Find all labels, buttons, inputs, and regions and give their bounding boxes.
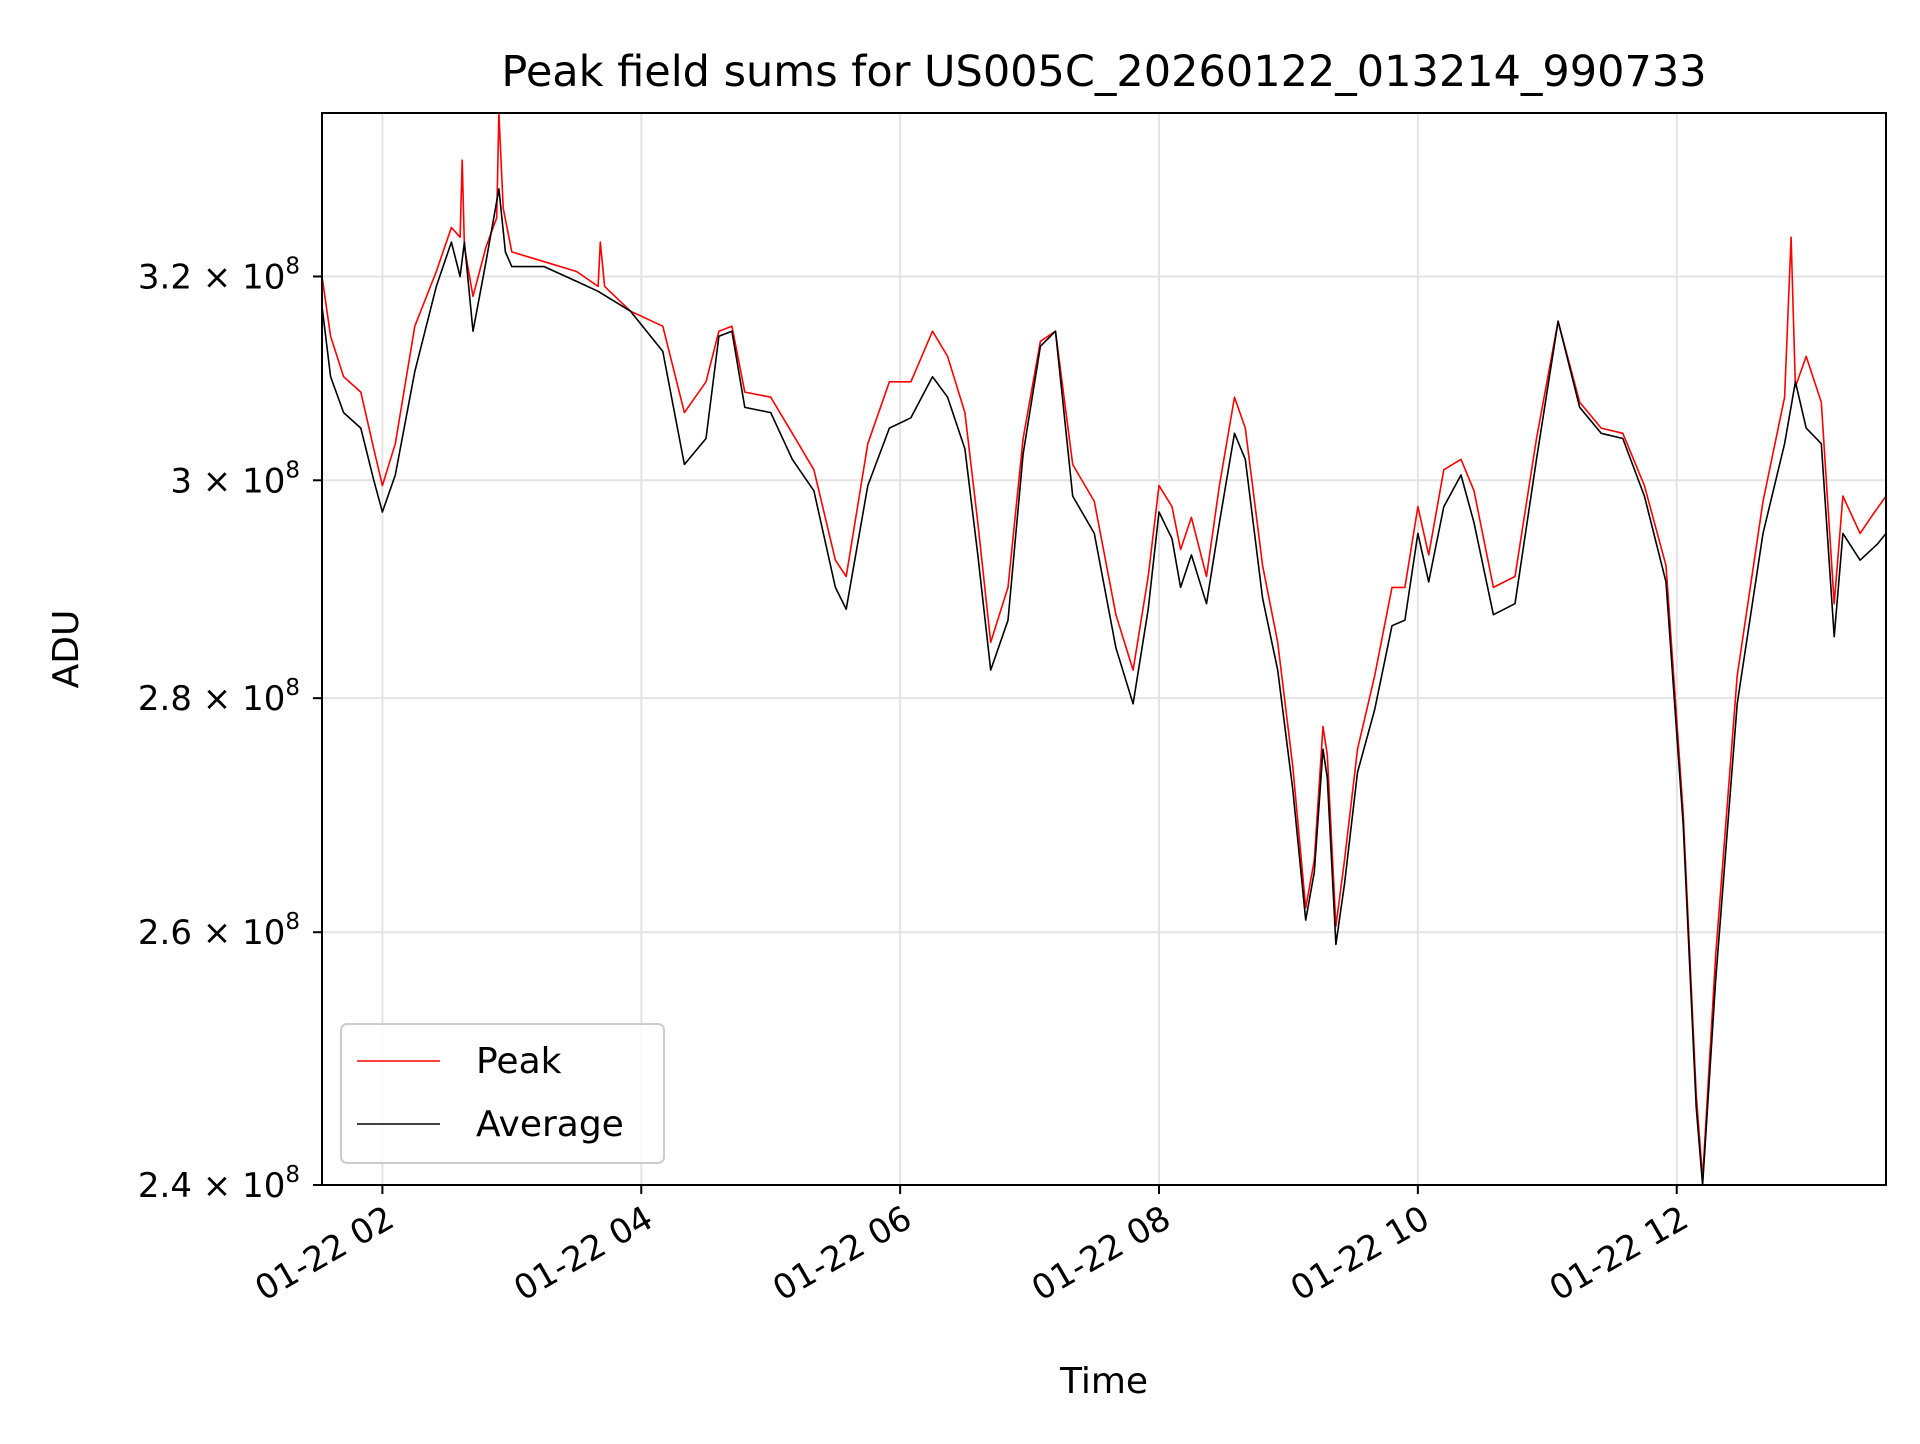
chart-title: Peak field sums for US005C_20260122_0132…: [501, 47, 1706, 97]
y-axis-label: ADU: [46, 610, 87, 689]
y-tick-label: 2.8 × 108: [138, 675, 300, 719]
x-axis-label: Time: [1059, 1361, 1148, 1402]
series-line-peak: [321, 112, 1887, 1180]
y-tick-label: 3 × 108: [170, 457, 300, 501]
y-tick-label: 2.4 × 108: [138, 1162, 300, 1206]
y-tick-label: 3.2 × 108: [138, 253, 300, 297]
legend: Peak Average: [340, 1023, 665, 1164]
plot-area-frame: [321, 112, 1887, 1186]
legend-label-peak: Peak: [476, 1041, 562, 1082]
series-line-average: [321, 188, 1887, 1186]
legend-box: [340, 1023, 665, 1164]
series-lines: [321, 112, 1887, 1186]
legend-label-average: Average: [476, 1104, 624, 1145]
y-tick-label: 2.6 × 108: [138, 909, 300, 953]
grid-lines: [322, 113, 1886, 1185]
